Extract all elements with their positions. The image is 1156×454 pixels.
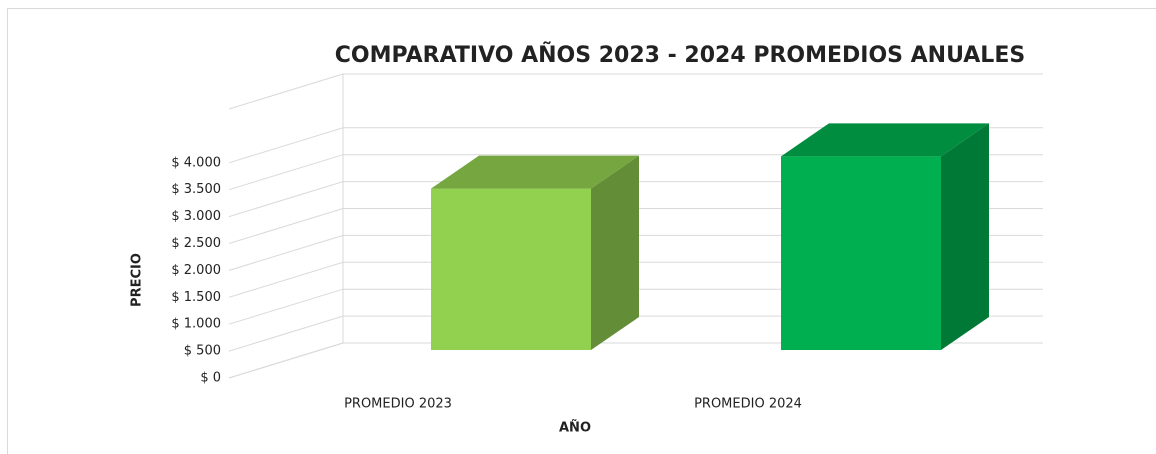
- x-axis-label: AÑO: [559, 420, 591, 436]
- y-tick-label: $ 4.000: [171, 155, 221, 170]
- wall-edge: [228, 73, 344, 110]
- bar-front: [781, 156, 941, 350]
- chart-title: COMPARATIVO AÑOS 2023 - 2024 PROMEDIOS A…: [335, 42, 1025, 68]
- y-tick-label: $ 1.500: [171, 290, 221, 305]
- bar-top: [781, 123, 989, 157]
- x-tick-label: PROMEDIO 2024: [694, 397, 802, 412]
- bar-top: [431, 155, 639, 189]
- bar-side: [591, 155, 639, 350]
- bar: [781, 123, 989, 350]
- y-tick-label: $ 3.500: [171, 182, 221, 197]
- y-tick-label: $ 2.500: [171, 236, 221, 251]
- y-tick-label: $ 3.000: [171, 209, 221, 224]
- x-tick-label: PROMEDIO 2023: [344, 397, 452, 412]
- y-tick-label: $ 500: [184, 344, 221, 359]
- bar-side: [941, 123, 989, 350]
- y-tick-label: $ 1.000: [171, 317, 221, 332]
- grid-line: [228, 127, 1043, 164]
- bar: [431, 155, 639, 350]
- y-tick-label: $ 0: [200, 371, 221, 386]
- bar-front: [431, 188, 591, 350]
- y-tick-label: $ 2.000: [171, 263, 221, 278]
- y-axis-label: PRECIO: [130, 253, 145, 307]
